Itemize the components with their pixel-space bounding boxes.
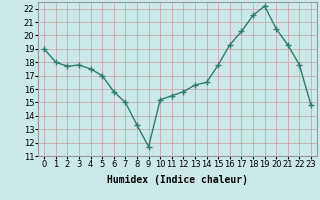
X-axis label: Humidex (Indice chaleur): Humidex (Indice chaleur) xyxy=(107,175,248,185)
